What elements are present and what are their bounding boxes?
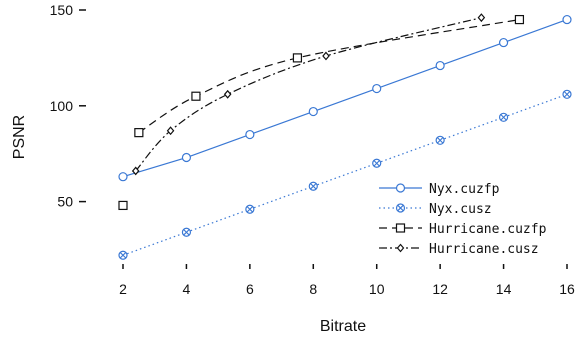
data-point — [372, 158, 382, 168]
x-tick-label: 2 — [119, 281, 127, 297]
series-hurricane-cuzfp — [118, 14, 525, 211]
data-point — [292, 53, 303, 63]
x-tick-label: 12 — [432, 281, 448, 297]
data-point — [322, 51, 330, 61]
legend-marker — [395, 203, 406, 213]
y-tick-label: 150 — [50, 2, 74, 18]
series-hurricane-cusz — [131, 13, 486, 176]
legend-label: Nyx.cusz — [429, 202, 492, 217]
data-point — [498, 37, 509, 48]
data-point — [181, 227, 192, 237]
data-point — [498, 112, 509, 122]
data-point — [435, 135, 445, 145]
x-tick-label: 16 — [559, 281, 575, 297]
data-point — [245, 204, 255, 214]
x-axis-title: Bitrate — [320, 318, 366, 335]
data-point — [562, 14, 572, 25]
series-nyx-cuzfp — [118, 14, 572, 182]
data-point — [514, 14, 525, 25]
data-point — [435, 60, 445, 71]
data-point — [118, 172, 128, 182]
legend-entry: Nyx.cuzfp — [379, 182, 500, 197]
x-tick-label: 8 — [309, 281, 317, 297]
series-line — [135, 17, 482, 172]
axes: 2 4 6 8 10 12 14 16 50 100 150 — [50, 2, 575, 297]
x-tick-label: 10 — [369, 281, 385, 297]
data-point — [166, 126, 175, 136]
legend-entry: Nyx.cusz — [379, 202, 492, 217]
y-tick-label: 100 — [50, 98, 74, 114]
y-tick-label: 50 — [57, 194, 73, 210]
x-tick-label: 4 — [183, 281, 191, 297]
data-point — [118, 200, 128, 211]
series-line — [138, 18, 520, 134]
x-tick-label: 6 — [246, 281, 254, 297]
legend: Nyx.cuzfp Nyx.cusz Hurricane.cuzfp Hurrican… — [379, 182, 547, 257]
legend-entry: Hurricane.cusz — [379, 242, 539, 257]
data-point — [308, 106, 318, 117]
data-point — [372, 83, 382, 94]
legend-marker — [395, 183, 406, 193]
data-point — [118, 250, 128, 260]
data-point — [308, 181, 318, 191]
legend-label: Hurricane.cusz — [429, 242, 539, 257]
series-line — [122, 19, 568, 178]
legend-marker — [396, 243, 405, 253]
legend-label: Hurricane.cuzfp — [429, 222, 547, 237]
data-point — [131, 166, 140, 176]
data-point — [223, 89, 232, 99]
legend-entry: Hurricane.cuzfp — [379, 222, 547, 237]
data-point — [181, 152, 192, 163]
y-axis-title: PSNR — [11, 115, 28, 159]
data-point — [191, 91, 201, 101]
x-tick-label: 14 — [496, 281, 512, 297]
data-point — [477, 13, 486, 23]
data-point — [245, 129, 255, 140]
data-point — [134, 128, 144, 138]
data-point — [562, 89, 572, 99]
legend-marker — [395, 223, 406, 233]
series-nyx-cusz — [118, 89, 572, 260]
legend-label: Nyx.cuzfp — [429, 182, 500, 197]
series-layer — [118, 13, 572, 260]
